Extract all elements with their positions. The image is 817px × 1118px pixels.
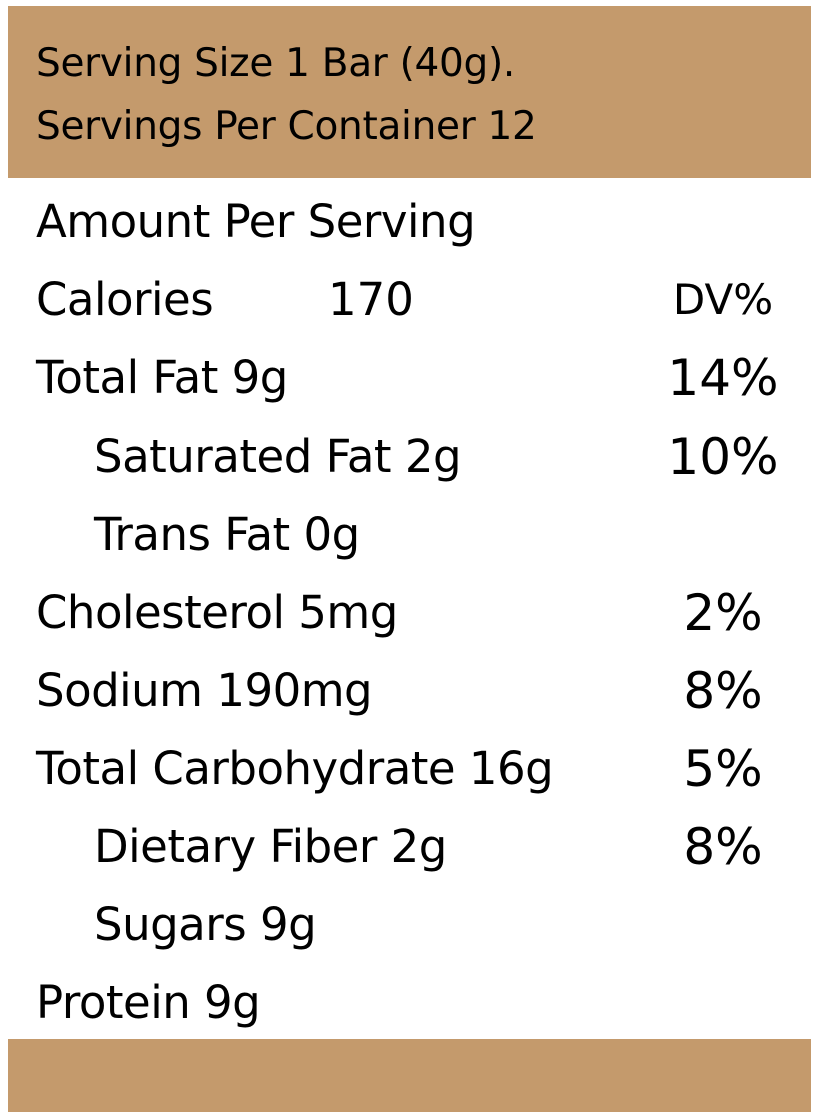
calories-value: 170: [328, 273, 414, 326]
nutrient-row-total-fat: Total Fat 9g 14%: [8, 348, 811, 408]
serving-size-text: Serving Size 1 Bar (40g).: [36, 41, 516, 86]
nutrient-row-sugars: Sugars 9g: [8, 895, 811, 955]
nutrient-row-total-carbohydrate: Total Carbohydrate 16g 5%: [8, 739, 811, 799]
nutrient-row-saturated-fat: Saturated Fat 2g 10%: [8, 427, 811, 487]
nutrient-label: Saturated Fat 2g: [94, 430, 462, 483]
dv-percent-header: DV%: [672, 275, 774, 324]
nutrient-dv: 8%: [683, 662, 763, 720]
nutrient-label: Total Carbohydrate 16g: [36, 742, 554, 795]
nutrient-row-protein: Protein 9g: [8, 973, 811, 1033]
nutrient-row-trans-fat: Trans Fat 0g: [8, 505, 811, 565]
nutrition-facts-panel: Serving Size 1 Bar (40g). Servings Per C…: [8, 6, 811, 1112]
nutrient-label: Sodium 190mg: [36, 664, 373, 717]
serving-info-band: Serving Size 1 Bar (40g). Servings Per C…: [8, 6, 811, 178]
footer-band: [8, 1039, 811, 1112]
amount-per-serving-row: Amount Per Serving: [8, 192, 811, 252]
nutrient-dv: 8%: [683, 818, 763, 876]
nutrient-row-cholesterol: Cholesterol 5mg 2%: [8, 583, 811, 643]
nutrient-label: Total Fat 9g: [36, 351, 288, 404]
amount-per-serving-label: Amount Per Serving: [36, 195, 476, 248]
nutrient-row-dietary-fiber: Dietary Fiber 2g 8%: [8, 817, 811, 877]
nutrient-dv: 14%: [667, 349, 779, 407]
nutrient-row-sodium: Sodium 190mg 8%: [8, 661, 811, 721]
nutrient-dv: 10%: [667, 428, 779, 486]
nutrient-label: Trans Fat 0g: [94, 508, 360, 561]
nutrient-label: Sugars 9g: [94, 898, 317, 951]
nutrient-label: Dietary Fiber 2g: [94, 820, 447, 873]
nutrient-label: Protein 9g: [36, 976, 261, 1029]
servings-per-container-text: Servings Per Container 12: [36, 104, 537, 149]
nutrient-dv: 5%: [683, 740, 763, 798]
calories-row: Calories 170 DV%: [8, 270, 811, 330]
nutrient-label: Cholesterol 5mg: [36, 586, 398, 639]
calories-label: Calories: [36, 273, 214, 326]
nutrient-dv: 2%: [683, 584, 763, 642]
